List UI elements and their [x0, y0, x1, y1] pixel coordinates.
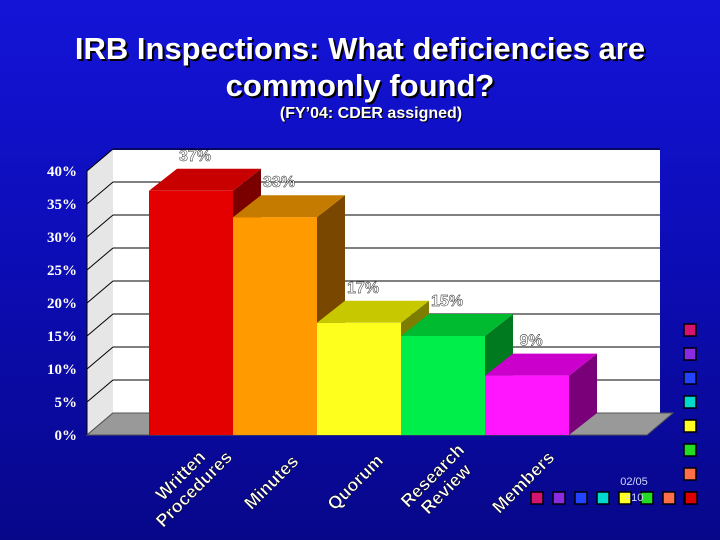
gridline-side: [86, 247, 114, 271]
swatch-bottom: [552, 491, 566, 505]
y-tick-label: 35%: [47, 197, 77, 213]
swatch-bottom: [530, 491, 544, 505]
bar-top: [401, 314, 513, 336]
y-tick-label: 25%: [47, 263, 77, 279]
value-label: 15%: [431, 293, 463, 310]
swatch-bottom: [684, 491, 698, 505]
value-label: 9%: [519, 333, 542, 350]
bar-top: [149, 168, 261, 191]
category-label: Minutes: [240, 451, 303, 514]
gridline-side: [86, 280, 114, 304]
bar-side: [569, 353, 597, 435]
bar: [233, 217, 317, 435]
footnote-line-1: 02/05: [620, 476, 648, 488]
gridline-side: [86, 313, 114, 337]
footnote: 02/05 =10: [612, 474, 656, 506]
bar: [317, 322, 401, 435]
bar: [401, 336, 485, 435]
gridline-side: [86, 346, 114, 370]
chart-subtitle: (FY’04: CDER assigned): [279, 105, 463, 122]
value-label: 17%: [347, 280, 379, 297]
gridline-side: [86, 181, 114, 205]
bar-top: [233, 195, 345, 218]
gridline-side: [86, 148, 114, 172]
swatch-bottom: [596, 491, 610, 505]
swatch-right: [683, 395, 697, 409]
swatch-right: [683, 467, 697, 481]
bar: [149, 190, 233, 435]
value-label: 37%: [179, 148, 211, 165]
category-label-line: Minutes: [240, 451, 302, 513]
footnote-line-2: =10: [624, 492, 644, 504]
swatch-bottom: [574, 491, 588, 505]
title-line-1: IRB Inspections: What deficiencies are: [74, 31, 646, 66]
gridline-side: [86, 379, 114, 403]
swatch-bottom: [618, 491, 632, 505]
bar: [485, 375, 569, 435]
category-label: Quorum: [323, 450, 387, 514]
y-tick-label: 20%: [47, 296, 77, 312]
gridline-side: [86, 214, 114, 238]
bar-top: [317, 300, 429, 323]
y-tick-label: 0%: [55, 428, 78, 444]
swatch-right: [683, 419, 697, 433]
bar-top: [485, 353, 597, 376]
title-line-2: commonly found?: [225, 68, 495, 103]
swatch-right: [683, 323, 697, 337]
swatch-bottom: [640, 491, 654, 505]
page-title: IRB Inspections: What deficiencies are c…: [0, 30, 720, 104]
swatch-right: [683, 347, 697, 361]
category-label: Members: [488, 447, 559, 518]
y-tick-label: 10%: [47, 362, 77, 378]
category-label-line: Quorum: [323, 450, 387, 514]
category-label-line: Members: [488, 447, 558, 517]
y-tick-label: 5%: [55, 395, 78, 411]
swatch-bottom: [662, 491, 676, 505]
swatch-right: [683, 443, 697, 457]
value-label: 33%: [263, 174, 295, 191]
swatch-right: [683, 371, 697, 385]
y-tick-label: 40%: [47, 164, 77, 180]
y-tick-label: 30%: [47, 230, 77, 246]
y-tick-label: 15%: [47, 329, 77, 345]
